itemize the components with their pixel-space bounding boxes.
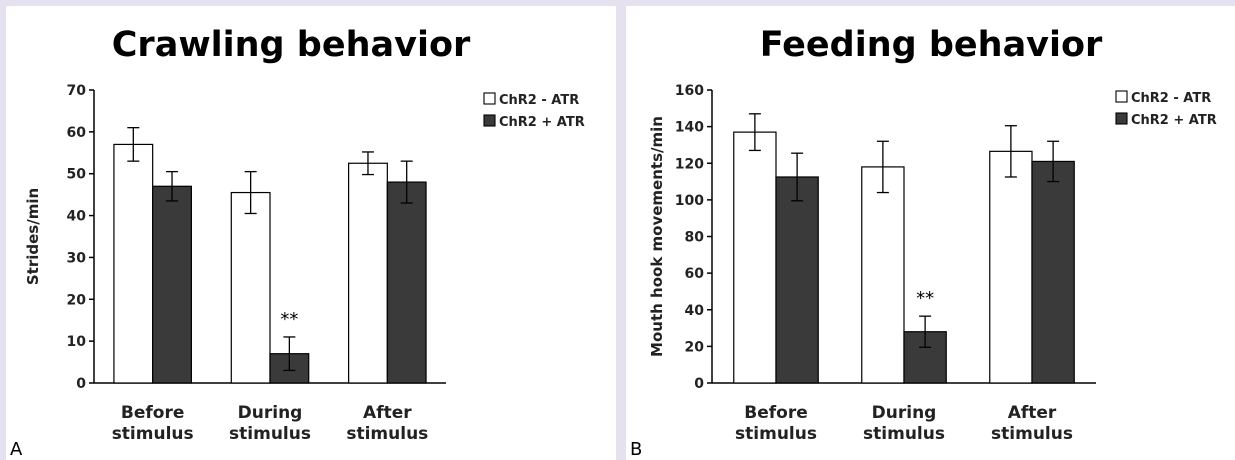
category-label: stimulus — [229, 424, 311, 444]
category-label: Before — [744, 403, 807, 423]
y-tick-label: 40 — [685, 303, 705, 319]
y-tick-label: 30 — [67, 250, 87, 266]
bar-chr2-minus-atr — [230, 191, 271, 384]
legend-label: ChR2 - ATR — [1131, 91, 1211, 106]
bar-chr2-minus-atr — [989, 150, 1033, 384]
category-label: stimulus — [346, 424, 428, 444]
y-tick-label: 80 — [685, 230, 705, 246]
category-label: stimulus — [112, 424, 194, 444]
chart-title: Crawling behavior — [112, 25, 471, 65]
bar-chr2-plus-atr — [775, 176, 819, 384]
bar-chr2-minus-atr — [861, 166, 905, 384]
y-tick-label: 20 — [67, 292, 87, 308]
bar-chr2-minus-atr — [113, 143, 154, 384]
feeding-chart: Feeding behavior 0 20 40 60 80 100 120 140 160 Mou… — [630, 25, 1217, 460]
y-axis-label: Strides/min — [24, 188, 42, 285]
legend-label: ChR2 - ATR — [499, 93, 579, 108]
category-label: During — [238, 403, 303, 423]
y-tick-label: 0 — [694, 376, 704, 392]
y-tick-label: 70 — [67, 83, 87, 99]
legend-label: ChR2 + ATR — [1131, 113, 1217, 128]
y-tick-label: 120 — [675, 156, 704, 172]
category-label: During — [872, 403, 937, 423]
category-label: Before — [121, 403, 184, 423]
y-tick-label: 0 — [76, 376, 86, 392]
panel-letter: B — [630, 439, 642, 460]
legend-swatch — [1115, 90, 1128, 103]
category-label: stimulus — [991, 424, 1073, 444]
legend-swatch — [1115, 112, 1128, 125]
chart-title: Feeding behavior — [760, 25, 1103, 65]
y-tick-label: 160 — [675, 83, 704, 99]
chart-panel-a: Crawling behavior 0 10 20 30 40 50 60 70 Strides/… — [6, 6, 616, 460]
legend-label: ChR2 + ATR — [499, 115, 585, 130]
significance-label: ** — [280, 309, 298, 330]
significance-label: ** — [916, 288, 934, 309]
category-label: After — [363, 403, 412, 423]
y-tick-label: 100 — [675, 193, 704, 209]
bar-chr2-minus-atr — [733, 131, 777, 384]
panel-letter: A — [10, 439, 23, 460]
y-tick-label: 60 — [67, 125, 87, 141]
legend-swatch — [483, 114, 496, 127]
category-label: stimulus — [735, 424, 817, 444]
bar-chr2-plus-atr — [386, 181, 427, 384]
category-label: stimulus — [863, 424, 945, 444]
y-tick-label: 10 — [67, 334, 87, 350]
crawling-chart: Crawling behavior 0 10 20 30 40 50 60 70 Strides/… — [10, 25, 585, 460]
y-tick-label: 20 — [685, 339, 705, 355]
y-axis-label: Mouth hook movements/min — [648, 116, 666, 357]
chart-panel-b: Feeding behavior 0 20 40 60 80 100 120 140 160 Mou… — [626, 6, 1235, 460]
category-label: After — [1008, 403, 1057, 423]
y-tick-label: 140 — [675, 120, 704, 136]
legend-swatch — [483, 92, 496, 105]
y-tick-label: 50 — [67, 167, 87, 183]
bar-chr2-plus-atr — [152, 185, 192, 384]
y-tick-label: 40 — [67, 209, 87, 225]
bar-chr2-plus-atr — [1031, 160, 1075, 384]
y-tick-label: 60 — [685, 266, 705, 282]
bar-chr2-minus-atr — [348, 162, 388, 384]
